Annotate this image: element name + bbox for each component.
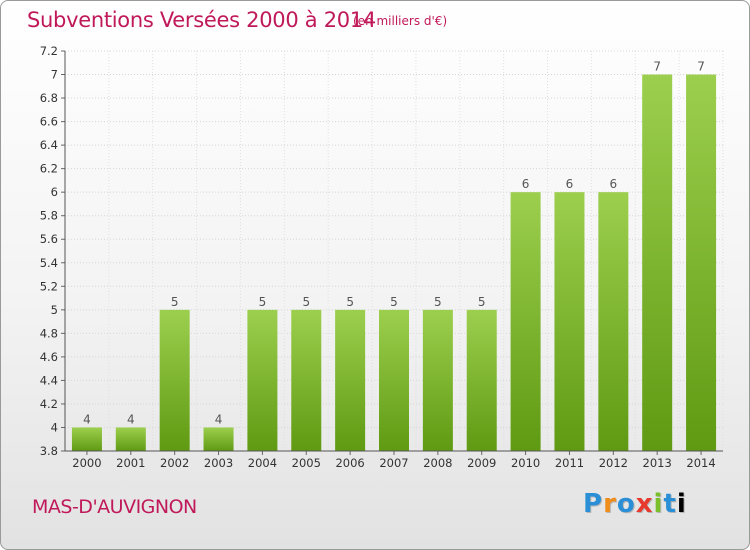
data-label: 7 xyxy=(653,60,661,74)
y-tick-label: 4.8 xyxy=(40,326,58,340)
x-tick-label: 2006 xyxy=(335,456,364,470)
y-tick-label: 4.4 xyxy=(40,373,58,387)
y-tick-label: 4.6 xyxy=(40,350,58,364)
y-tick-label: 5 xyxy=(51,303,58,317)
bar-2009 xyxy=(466,309,497,451)
x-tick-label: 2008 xyxy=(423,456,452,470)
data-label: 7 xyxy=(697,60,705,74)
logo-letter: x xyxy=(635,489,654,519)
y-tick-label: 5.6 xyxy=(40,232,58,246)
bar-2012 xyxy=(598,192,629,452)
x-tick-label: 2011 xyxy=(555,456,584,470)
bar-2013 xyxy=(642,74,673,451)
bar-2006 xyxy=(335,309,366,451)
x-tick-label: 2003 xyxy=(204,456,233,470)
data-labels: 4 4 5 4 5 5 5 5 5 5 6 6 6 7 7 xyxy=(83,60,705,427)
y-tick-labels: 3.8 4 4.2 4.4 4.6 4.8 5 5.2 5.4 5.6 5.8 6 6.2 6.4 6.6 6… xyxy=(40,44,58,458)
y-tick-label: 6.8 xyxy=(40,91,58,105)
y-tick-label: 6.6 xyxy=(40,115,58,129)
x-tick-label: 2007 xyxy=(379,456,408,470)
commune-name: MAS-D'AUVIGNON xyxy=(32,496,197,518)
data-label: 5 xyxy=(390,295,398,309)
x-tick-label: 2014 xyxy=(686,456,715,470)
bar-2008 xyxy=(422,309,453,451)
data-label: 5 xyxy=(478,295,486,309)
y-tick-label: 6.4 xyxy=(40,138,58,152)
y-tick-label: 6.2 xyxy=(40,162,58,176)
data-label: 4 xyxy=(83,412,91,426)
logo-letter: o xyxy=(616,489,636,519)
x-tick-label: 2010 xyxy=(511,456,540,470)
data-label: 5 xyxy=(346,295,354,309)
logo-letter: i xyxy=(676,489,687,519)
data-label: 6 xyxy=(522,177,530,191)
logo-letter: P xyxy=(583,489,604,519)
chart-subtitle: (en milliers d'€) xyxy=(353,14,448,28)
bar-2003 xyxy=(203,427,234,451)
y-tick-label: 6 xyxy=(51,185,58,199)
chart-title: Subventions Versées 2000 à 2014 xyxy=(27,8,376,32)
logo-letter: r xyxy=(603,489,617,519)
x-tick-label: 2012 xyxy=(599,456,628,470)
data-label: 4 xyxy=(215,412,223,426)
x-tick-label: 2004 xyxy=(248,456,277,470)
x-tick-label: 2009 xyxy=(467,456,496,470)
y-tick-label: 5.4 xyxy=(40,256,58,270)
x-tick-label: 2001 xyxy=(116,456,145,470)
data-label: 6 xyxy=(610,177,618,191)
bar-2011 xyxy=(554,192,585,452)
x-tick-label: 2000 xyxy=(72,456,101,470)
y-tick-label: 7 xyxy=(51,68,58,82)
bar-2007 xyxy=(379,309,409,451)
proxiti-logo: Proxiti xyxy=(583,489,687,519)
x-tick-labels: 2000 2001 2002 2003 2004 2005 2006 2007 2008 2009… xyxy=(72,456,715,470)
bar-2014 xyxy=(686,74,717,451)
logo-letter: i xyxy=(653,489,664,519)
bar-2002 xyxy=(159,309,190,451)
bar-2000 xyxy=(71,427,102,451)
bar-2010 xyxy=(510,192,541,452)
x-tick-label: 2002 xyxy=(160,456,189,470)
x-tick-label: 2013 xyxy=(643,456,672,470)
data-label: 5 xyxy=(434,295,442,309)
y-tick-label: 4.2 xyxy=(40,397,58,411)
y-tick-label: 5.8 xyxy=(40,209,58,223)
bar-2004 xyxy=(247,309,278,451)
data-label: 4 xyxy=(127,412,135,426)
x-tick-label: 2005 xyxy=(292,456,321,470)
bar-2001 xyxy=(115,427,146,451)
data-label: 5 xyxy=(302,295,310,309)
bars xyxy=(71,74,717,452)
data-label: 5 xyxy=(259,295,267,309)
y-tick-label: 7.2 xyxy=(40,44,58,58)
axes xyxy=(61,50,723,455)
logo-letter: t xyxy=(663,489,677,519)
y-tick-label: 4 xyxy=(51,420,58,434)
bar-2005 xyxy=(291,309,322,451)
data-label: 5 xyxy=(171,295,179,309)
y-tick-label: 3.8 xyxy=(40,444,58,458)
y-tick-label: 5.2 xyxy=(40,279,58,293)
data-label: 6 xyxy=(566,177,574,191)
